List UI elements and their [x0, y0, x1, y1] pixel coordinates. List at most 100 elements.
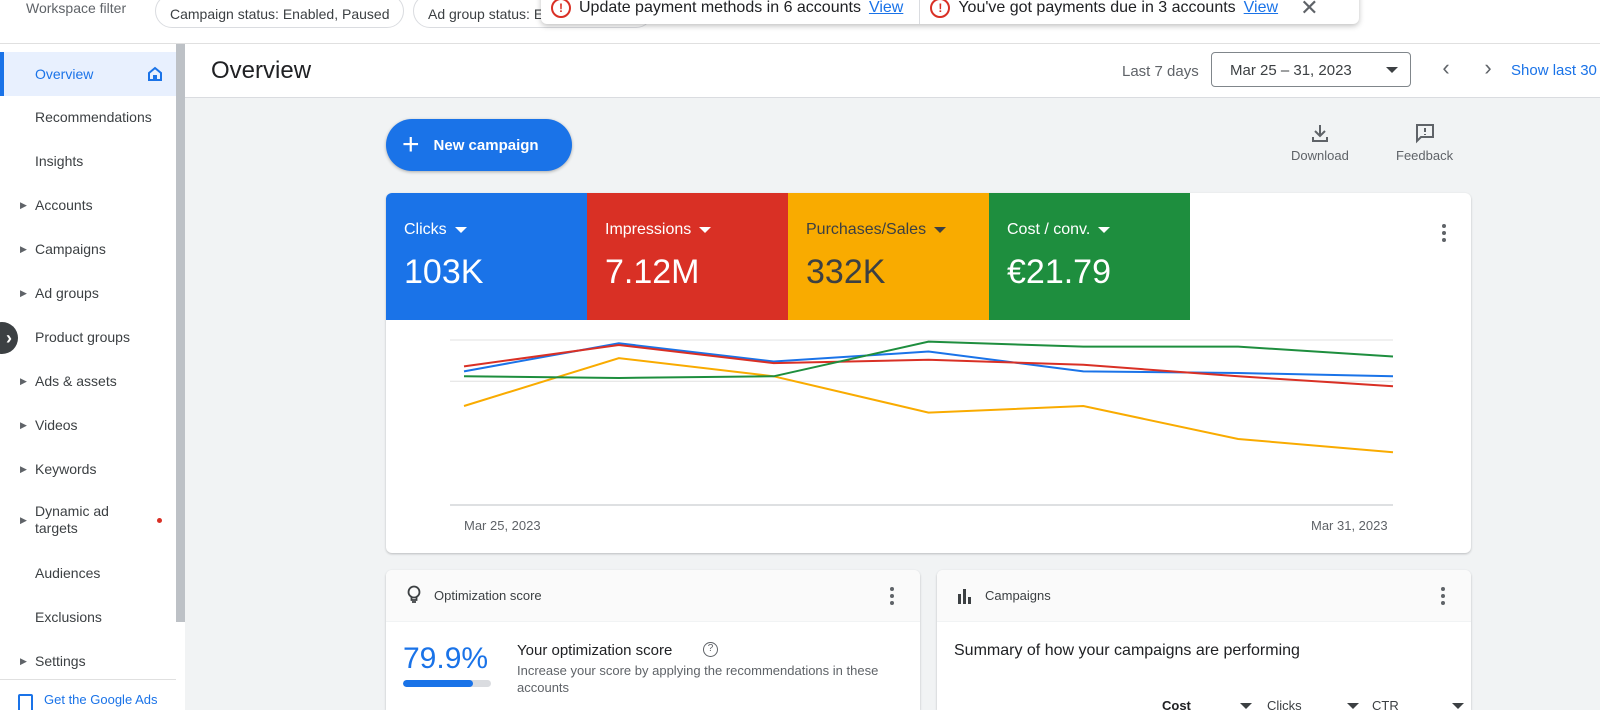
close-icon[interactable]: ✕: [1300, 0, 1319, 20]
column-selector-clicks[interactable]: Clicks: [1267, 698, 1359, 710]
date-range-value: Mar 25 – 31, 2023: [1230, 62, 1352, 79]
chevron-right-icon[interactable]: ›: [0, 322, 18, 354]
caret-right-icon: ▶: [20, 375, 27, 386]
performance-line-chart: [450, 339, 1394, 506]
sidebar-item-recommendations[interactable]: Recommendations: [0, 95, 176, 139]
sidebar-item-label: Ad groups: [35, 285, 99, 301]
optimization-score-value: 79.9%: [403, 642, 489, 675]
chevron-left-icon[interactable]: ‹: [1442, 55, 1450, 80]
help-icon[interactable]: ?: [703, 642, 718, 657]
x-tick-label: Mar 31, 2023: [1311, 518, 1388, 533]
get-mobile-app-link[interactable]: Get the Google Ads mobile app: [0, 679, 176, 710]
workspace-filter-label: Workspace filter: [26, 0, 127, 16]
alert-view-link[interactable]: View: [1243, 0, 1279, 16]
metric-tile-clicks[interactable]: Clicks 103K: [386, 193, 587, 320]
feedback-label: Feedback: [1396, 148, 1454, 163]
caret-right-icon: ▶: [20, 243, 27, 254]
caret-right-icon: ▶: [20, 655, 27, 666]
get-app-label: Get the Google Ads mobile app: [44, 692, 158, 710]
alert-view-link[interactable]: View: [868, 0, 904, 16]
column-label: CTR: [1372, 698, 1399, 710]
sidebar-item-audiences[interactable]: Audiences: [0, 551, 176, 595]
optimization-score-bar-fill: [403, 680, 474, 687]
feedback-icon: [1415, 124, 1434, 144]
metric-value: 103K: [404, 253, 484, 291]
more-vert-icon[interactable]: [1433, 584, 1453, 608]
column-label: Cost: [1162, 698, 1191, 710]
sidebar: Overview Recommendations Insights ▶ Accou…: [0, 44, 185, 710]
caret-right-icon: ▶: [20, 287, 27, 298]
series-line-cost-conv-: [463, 340, 1394, 379]
campaign-status-chip[interactable]: Campaign status: Enabled, Paused: [155, 0, 405, 28]
date-range-select[interactable]: Mar 25 – 31, 2023: [1211, 52, 1411, 87]
sidebar-scrollbar[interactable]: [176, 44, 185, 622]
sidebar-item-campaigns[interactable]: ▶ Campaigns: [0, 227, 176, 271]
campaigns-card: Campaigns Summary of how your campaigns …: [937, 570, 1471, 710]
dropdown-arrow-icon: [1452, 703, 1464, 709]
sidebar-item-exclusions[interactable]: Exclusions: [0, 595, 176, 639]
more-vert-icon[interactable]: [1434, 221, 1454, 245]
sidebar-item-label: Ads & assets: [35, 373, 117, 389]
sidebar-item-label: Videos: [35, 417, 78, 433]
metric-tile-cost-per-conv[interactable]: Cost / conv. €21.79: [989, 193, 1190, 320]
dropdown-arrow-icon: [454, 227, 467, 233]
card-title: Campaigns: [985, 588, 1051, 603]
sidebar-item-settings[interactable]: ▶ Settings: [0, 639, 176, 683]
metric-label: Impressions: [605, 221, 692, 238]
dropdown-arrow-icon: [1240, 703, 1252, 709]
card-header: Optimization score: [386, 570, 920, 622]
column-label: Clicks: [1267, 698, 1302, 710]
page-title: Overview: [211, 57, 312, 84]
download-button[interactable]: Download: [1291, 122, 1349, 163]
bar-chart-icon: [958, 589, 971, 604]
sidebar-item-label: Recommendations: [35, 109, 152, 125]
show-last-link[interactable]: Show last 30 days: [1511, 62, 1600, 79]
card-title: Optimization score: [434, 588, 542, 603]
sidebar-item-overview[interactable]: Overview: [0, 52, 176, 96]
download-icon: [1311, 125, 1328, 142]
sidebar-item-dynamic-ad-targets[interactable]: ▶ Dynamic ad targets: [0, 495, 176, 545]
metric-value: €21.79: [1007, 253, 1111, 291]
metric-label: Clicks: [404, 221, 447, 238]
optimization-description: Increase your score by applying the reco…: [517, 663, 879, 695]
metric-value: 332K: [806, 253, 886, 291]
campaigns-summary: Summary of how your campaigns are perfor…: [954, 642, 1300, 659]
new-campaign-button[interactable]: + New campaign: [386, 119, 572, 171]
sidebar-item-label: Keywords: [35, 461, 97, 477]
metric-value: 7.12M: [605, 253, 700, 291]
sidebar-item-insights[interactable]: Insights: [0, 139, 176, 183]
caret-right-icon: ▶: [20, 463, 27, 474]
sidebar-item-ads-assets[interactable]: ▶ Ads & assets: [0, 359, 176, 403]
sidebar-item-label: Accounts: [35, 197, 93, 213]
sidebar-item-product-groups[interactable]: Product groups: [0, 315, 176, 359]
lightbulb-icon: [407, 585, 421, 603]
column-selector-cost[interactable]: Cost: [1162, 698, 1252, 710]
dropdown-arrow-icon: [1347, 703, 1359, 709]
error-icon: !: [551, 0, 571, 18]
error-icon: !: [930, 0, 951, 18]
sidebar-item-ad-groups[interactable]: ▶ Ad groups: [0, 271, 176, 315]
optimization-score-card: Optimization score 79.9% Your optimizati…: [386, 570, 920, 710]
payment-methods-alert: ! Update payment methods in 6 accounts V…: [541, 0, 919, 24]
feedback-button[interactable]: Feedback: [1396, 122, 1453, 163]
chevron-right-icon[interactable]: ›: [1484, 55, 1492, 80]
performance-card: Clicks 103K Impressions 7.12M Purchases/…: [386, 193, 1471, 553]
home-icon: [148, 66, 162, 81]
more-vert-icon[interactable]: [882, 584, 902, 608]
caret-right-icon: ▶: [20, 199, 27, 210]
sidebar-item-accounts[interactable]: ▶ Accounts: [0, 183, 176, 227]
metric-tile-purchases[interactable]: Purchases/Sales 332K: [788, 193, 989, 320]
dropdown-arrow-icon: [1098, 227, 1111, 233]
metric-tile-impressions[interactable]: Impressions 7.12M: [587, 193, 788, 320]
sidebar-item-label: Dynamic ad targets: [35, 503, 109, 536]
sidebar-item-label: Exclusions: [35, 609, 102, 625]
x-tick-label: Mar 25, 2023: [464, 518, 541, 533]
sidebar-item-keywords[interactable]: ▶ Keywords: [0, 447, 176, 491]
column-selector-ctr[interactable]: CTR: [1372, 698, 1464, 710]
sidebar-item-videos[interactable]: ▶ Videos: [0, 403, 176, 447]
page-header: Overview Last 7 days Mar 25 – 31, 2023 ‹…: [185, 44, 1600, 98]
metric-label: Purchases/Sales: [806, 221, 927, 238]
card-header: Campaigns: [937, 570, 1471, 622]
sidebar-item-label: Settings: [35, 653, 86, 669]
caret-right-icon: ▶: [20, 514, 27, 525]
